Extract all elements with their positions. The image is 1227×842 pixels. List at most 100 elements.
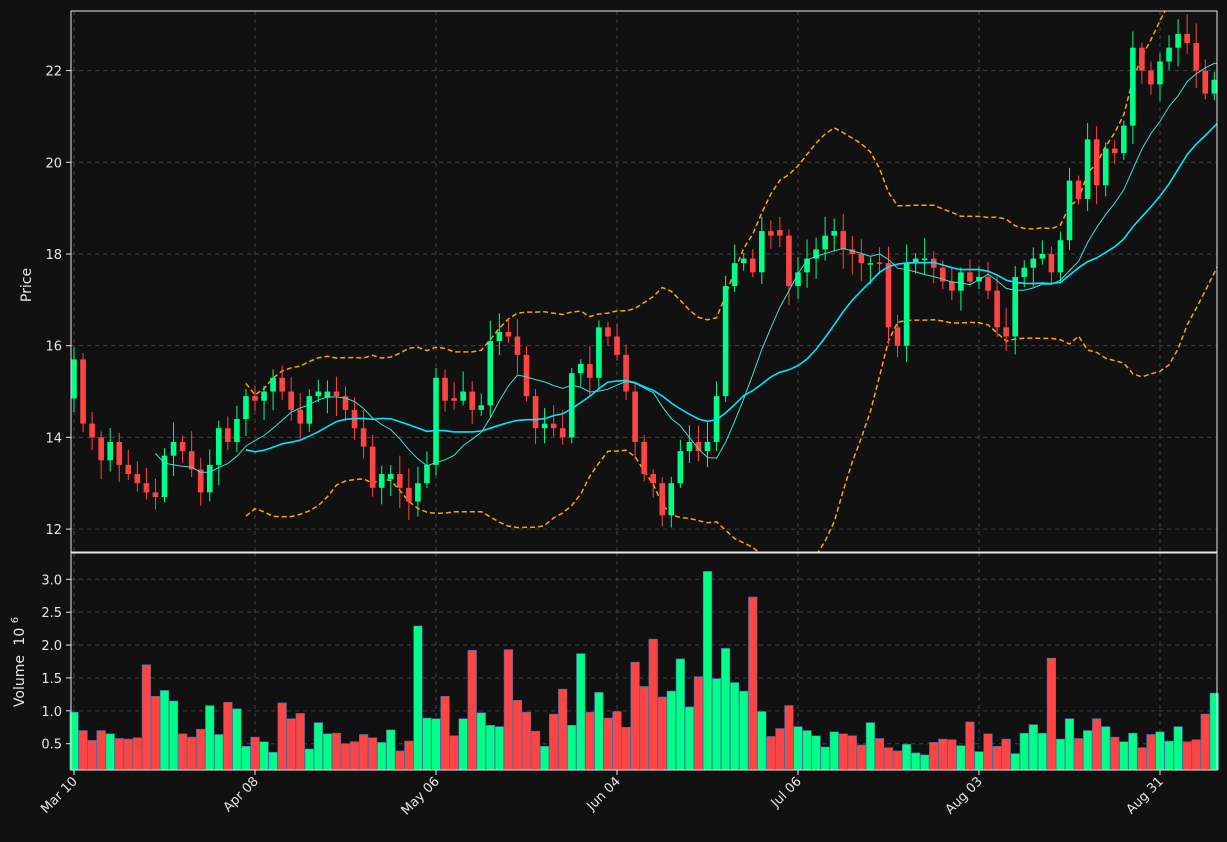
- candle-body: [1039, 253, 1046, 259]
- candle-body: [921, 258, 928, 261]
- candle-body: [315, 391, 322, 397]
- volume-bar: [711, 678, 722, 771]
- candle-body: [1211, 79, 1217, 94]
- candle-body: [89, 423, 95, 438]
- volume-tick-label: 0.5: [41, 738, 62, 753]
- volume-bar: [748, 596, 758, 771]
- price-tick-label: 14: [45, 431, 62, 446]
- candle-body: [568, 373, 575, 438]
- volume-bar: [313, 722, 323, 771]
- candle-body: [478, 405, 485, 410]
- candle-body: [722, 286, 729, 397]
- candle-body: [940, 267, 946, 282]
- volume-bar: [820, 746, 830, 771]
- candle-body: [188, 451, 195, 470]
- volume-bar: [730, 682, 740, 771]
- candle-body: [885, 263, 892, 328]
- volume-bar: [956, 745, 966, 771]
- volume-bar: [178, 733, 188, 771]
- volume-bar: [395, 750, 405, 771]
- candle-body: [578, 364, 584, 374]
- candle-body: [80, 359, 86, 424]
- candle-body: [1057, 240, 1064, 273]
- candle-body: [985, 276, 991, 291]
- ma-short-line: [155, 62, 1217, 473]
- volume-bar: [232, 708, 242, 771]
- volume-bar: [485, 724, 495, 771]
- candle-body: [614, 336, 620, 355]
- candle-body: [406, 487, 412, 502]
- candle-body: [1021, 267, 1028, 277]
- candle-body: [460, 391, 466, 401]
- candle-body: [98, 437, 104, 461]
- candle-body: [731, 263, 738, 287]
- volume-bar: [358, 734, 369, 771]
- bollinger-bands: [245, 11, 1217, 552]
- volume-bar: [585, 711, 595, 771]
- volume-bar: [404, 740, 414, 771]
- volume-bar: [1137, 747, 1147, 771]
- volume-bar: [702, 571, 713, 771]
- candle-body: [1166, 47, 1172, 62]
- volume-bar: [576, 653, 586, 771]
- candle-body: [695, 441, 702, 452]
- volume-bar: [96, 730, 106, 771]
- volume-bar: [458, 718, 468, 771]
- volume-bar: [114, 738, 124, 771]
- panel-frames: [70, 10, 1218, 771]
- candle-body: [1139, 47, 1145, 71]
- candle-body: [677, 451, 684, 484]
- volume-bar: [883, 747, 894, 771]
- price-axis: 12 14 16 18 20 22: [45, 65, 71, 538]
- volume-bar: [214, 734, 224, 771]
- candle-body: [225, 428, 231, 442]
- volume-bars: [69, 571, 1219, 771]
- volume-bar: [1028, 724, 1038, 771]
- volume-bar: [123, 738, 133, 771]
- candle-body: [831, 231, 837, 236]
- volume-bar: [250, 736, 260, 771]
- volume-bar: [512, 699, 523, 771]
- candle-body: [1075, 180, 1082, 199]
- candle-body: [1111, 148, 1118, 154]
- candle-body: [514, 336, 521, 355]
- volume-bar: [739, 690, 749, 771]
- candle-body: [668, 483, 675, 516]
- candle-body: [1102, 148, 1109, 186]
- candle-body: [306, 396, 313, 424]
- volume-bar: [268, 751, 278, 771]
- candle-body: [433, 377, 439, 465]
- candle-body: [333, 391, 340, 397]
- volume-tick-label: 2.5: [41, 606, 62, 621]
- volume-bar: [503, 649, 514, 771]
- volume-bar: [847, 735, 857, 771]
- price-grid: [71, 11, 1217, 552]
- candle-body: [532, 396, 539, 429]
- candle-body: [1084, 139, 1091, 199]
- volume-bar: [1046, 657, 1056, 771]
- volume-tick-label: 3.0: [41, 573, 62, 588]
- candle-body: [469, 391, 475, 410]
- candle-body: [1048, 253, 1055, 273]
- candle-body: [786, 235, 792, 287]
- volume-bar: [340, 743, 351, 771]
- candle-body: [1184, 33, 1190, 44]
- volume-bar: [892, 750, 903, 771]
- candle-body: [125, 464, 132, 475]
- candle-body: [541, 423, 548, 429]
- candle-body: [994, 290, 1000, 328]
- volume-bar: [331, 732, 342, 771]
- candle-body: [559, 428, 566, 438]
- volume-bar: [259, 741, 269, 771]
- candle-body: [297, 409, 304, 424]
- volume-bar: [901, 744, 912, 771]
- volume-bar: [78, 730, 88, 771]
- candle-body: [623, 354, 629, 392]
- volume-bar: [974, 751, 984, 771]
- candle-body: [134, 474, 141, 484]
- candle-body: [903, 263, 910, 346]
- volume-bar: [874, 738, 885, 771]
- volume-bar: [1128, 732, 1138, 771]
- volume-bar: [549, 713, 559, 771]
